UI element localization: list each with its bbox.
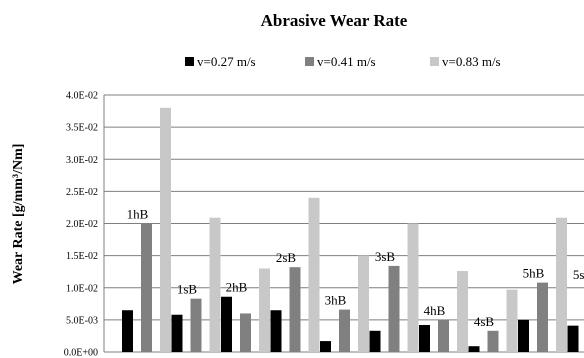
bar bbox=[221, 296, 232, 352]
category-label: 3sB bbox=[375, 249, 396, 264]
category-label: 2hB bbox=[226, 280, 248, 295]
y-tick-label: 2.0E-02 bbox=[66, 219, 98, 230]
bar bbox=[556, 217, 567, 352]
y-tick-label: 5.0E-03 bbox=[66, 315, 98, 326]
bar bbox=[270, 310, 282, 352]
y-tick-label: 3.5E-02 bbox=[66, 123, 98, 134]
y-tick-label: 1.0E-02 bbox=[66, 283, 98, 294]
bar bbox=[487, 330, 499, 352]
y-tick-label: 4.0E-02 bbox=[66, 91, 98, 102]
y-axis-label: Wear Rate [g/mm³/Nm] bbox=[11, 144, 26, 285]
category-label: 3hB bbox=[325, 293, 347, 308]
y-tick-label: 0.0E+00 bbox=[64, 348, 98, 358]
bar bbox=[308, 197, 320, 352]
legend-swatch bbox=[430, 57, 439, 66]
bar bbox=[506, 289, 518, 352]
y-tick-label: 2.5E-02 bbox=[66, 187, 98, 198]
category-label: 2sB bbox=[276, 250, 297, 265]
legend-label: v=0.83 m/s bbox=[442, 54, 501, 69]
bar bbox=[567, 325, 579, 352]
bar bbox=[122, 310, 133, 352]
bar bbox=[160, 107, 171, 352]
category-label: 1hB bbox=[127, 207, 149, 222]
bar bbox=[358, 255, 369, 352]
bar bbox=[468, 346, 480, 352]
category-label: 5hB bbox=[523, 266, 545, 281]
bar bbox=[518, 319, 529, 352]
category-label: 5sB bbox=[573, 267, 584, 282]
category-label: 4sB bbox=[474, 314, 495, 329]
bar bbox=[407, 223, 419, 352]
category-label: 4hB bbox=[424, 303, 446, 318]
bar bbox=[388, 265, 400, 352]
category-labels: 1hB 1sB 2hB 2sB 3hB 3sB 4hB 4sB 5hB 5sB bbox=[127, 207, 584, 329]
bar bbox=[419, 325, 430, 352]
legend: v=0.27 m/s v=0.41 m/s v=0.83 m/s bbox=[185, 54, 501, 69]
legend-label: v=0.27 m/s bbox=[197, 54, 256, 69]
bar bbox=[240, 313, 251, 352]
bar bbox=[339, 309, 350, 352]
bar bbox=[289, 267, 301, 352]
bar bbox=[209, 217, 221, 352]
bars bbox=[122, 107, 579, 352]
bar bbox=[457, 271, 468, 352]
legend-label: v=0.41 m/s bbox=[317, 54, 376, 69]
bar bbox=[369, 330, 381, 352]
chart-title: Abrasive Wear Rate bbox=[261, 11, 408, 30]
category-label: 1sB bbox=[177, 282, 198, 297]
legend-swatch bbox=[305, 57, 314, 66]
y-tick-label: 3.0E-02 bbox=[66, 155, 98, 166]
bar bbox=[537, 282, 548, 352]
gridlines bbox=[104, 94, 584, 353]
bar bbox=[141, 223, 152, 352]
bar bbox=[438, 319, 449, 352]
bar bbox=[259, 268, 270, 352]
bar bbox=[190, 298, 202, 352]
y-axis-ticks: 0.0E+00 5.0E-03 1.0E-02 1.5E-02 2.0E-02 2.5E-… bbox=[64, 91, 98, 358]
y-tick-label: 1.5E-02 bbox=[66, 251, 98, 262]
bar bbox=[320, 341, 331, 352]
bar bbox=[171, 314, 183, 352]
legend-swatch bbox=[185, 57, 194, 66]
